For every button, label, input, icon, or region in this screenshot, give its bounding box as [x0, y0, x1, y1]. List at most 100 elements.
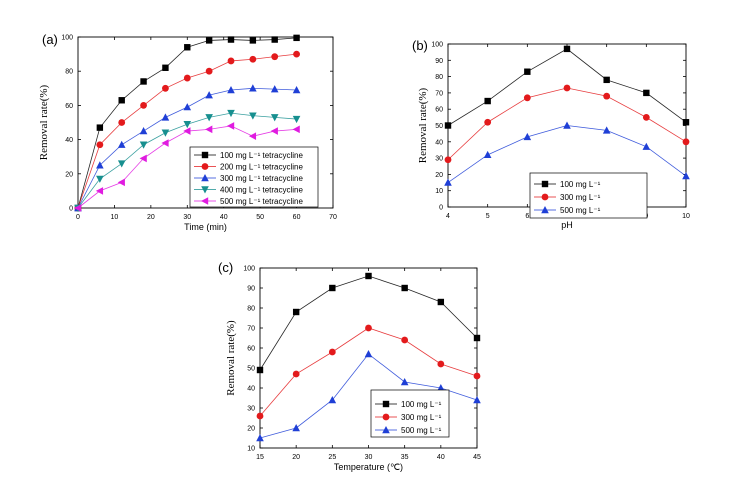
data-point	[270, 127, 278, 135]
y-axis-title: Removal rate(%)	[225, 320, 237, 396]
data-point	[161, 139, 169, 147]
data-point	[183, 103, 192, 111]
data-point	[140, 78, 147, 85]
x-tick-label: 30	[183, 214, 191, 221]
data-point	[602, 126, 611, 134]
data-point	[95, 187, 104, 195]
data-point	[74, 204, 82, 212]
y-tick-label: 60	[247, 346, 255, 353]
data-point	[292, 115, 301, 124]
x-tick-label: 35	[401, 454, 409, 461]
series-1	[444, 45, 690, 129]
data-point	[184, 44, 191, 51]
data-point	[249, 55, 257, 63]
data-point	[293, 50, 300, 58]
y-tick-label: 20	[65, 171, 73, 178]
data-point	[205, 114, 213, 122]
data-point	[473, 396, 481, 404]
chart-panel-2: (b)456789100102030405060708090100pHRemov…	[412, 38, 690, 230]
data-point	[603, 76, 610, 84]
x-tick-label: 10	[682, 213, 690, 220]
data-point	[139, 154, 147, 163]
data-point	[270, 114, 279, 122]
data-point	[328, 348, 336, 356]
legend-marker	[201, 163, 209, 170]
data-point	[249, 84, 257, 92]
y-tick-label: 60	[435, 107, 443, 114]
legend: 100 mg L⁻¹ tetracycline 200 mg L⁻¹ tetrac…	[189, 146, 319, 208]
data-point	[523, 94, 531, 102]
data-point	[161, 129, 170, 137]
y-tick-label: 100	[243, 266, 255, 273]
data-point	[161, 113, 170, 121]
y-tick-label: 50	[247, 366, 255, 373]
legend-label: 100 mg L⁻¹ tetracycline	[220, 151, 303, 160]
data-point	[483, 150, 492, 159]
y-tick-label: 100	[431, 42, 443, 49]
data-point	[292, 424, 300, 432]
x-tick-label: 30	[365, 454, 373, 461]
x-tick-label: 0	[76, 214, 80, 221]
series-2	[74, 50, 300, 212]
data-point	[682, 138, 690, 146]
y-tick-label: 50	[435, 123, 443, 130]
data-point	[96, 175, 104, 183]
data-point	[329, 284, 336, 292]
x-tick-label: 4	[446, 213, 450, 220]
data-point	[271, 36, 278, 43]
panel-label: (b)	[412, 38, 428, 53]
x-tick-label: 10	[111, 214, 119, 221]
y-tick-label: 30	[435, 156, 443, 163]
data-point	[227, 122, 235, 130]
y-tick-label: 20	[435, 172, 443, 179]
x-tick-label: 40	[220, 214, 228, 221]
series-2	[256, 324, 481, 420]
data-point	[227, 86, 235, 94]
data-point	[183, 127, 191, 135]
data-point	[292, 308, 300, 316]
chart-panel-1: (a) 0 10 20 30 40 50 60 70 0 20 40 60 80 100 Time (min)…	[38, 32, 337, 232]
data-point	[271, 53, 279, 61]
y-tick-label: 20	[247, 426, 255, 433]
y-tick-label: 10	[247, 446, 255, 453]
data-point	[437, 360, 445, 368]
series-4	[74, 109, 301, 212]
data-point	[401, 336, 409, 344]
data-point	[162, 84, 169, 92]
y-axis-title: Removal rate(%)	[417, 87, 429, 163]
data-point	[444, 178, 452, 186]
data-point	[437, 298, 445, 306]
legend-marker	[201, 151, 209, 159]
data-point	[227, 36, 235, 43]
data-point	[227, 57, 235, 65]
y-tick-label: 0	[69, 206, 73, 213]
plot-frame	[77, 36, 334, 209]
data-point	[205, 91, 213, 99]
data-point	[437, 384, 445, 392]
y-tick-label: 80	[65, 69, 73, 76]
legend-box	[529, 172, 648, 219]
legend-label: 200 mg L⁻¹ tetracycline	[220, 163, 303, 172]
data-point	[118, 119, 126, 126]
data-point	[473, 334, 481, 342]
legend-marker	[541, 180, 549, 188]
y-axis-title: Removal rate(%)	[38, 84, 50, 160]
data-point	[292, 370, 300, 378]
y-tick-label: 70	[435, 90, 443, 97]
legend-label: 300 mg L⁻¹	[401, 413, 442, 422]
data-point	[205, 37, 213, 44]
data-point	[139, 127, 148, 135]
data-point	[524, 68, 531, 75]
data-point	[523, 132, 532, 141]
data-point	[365, 324, 372, 332]
data-point	[162, 64, 169, 71]
data-point	[227, 109, 235, 118]
data-point	[183, 74, 191, 82]
y-tick-label: 10	[435, 188, 443, 195]
panel-label: (a)	[42, 32, 58, 47]
data-point	[401, 284, 408, 292]
legend-marker	[541, 206, 549, 214]
x-tick-label: 20	[147, 214, 155, 221]
data-point	[292, 86, 301, 94]
series-3	[256, 350, 481, 442]
